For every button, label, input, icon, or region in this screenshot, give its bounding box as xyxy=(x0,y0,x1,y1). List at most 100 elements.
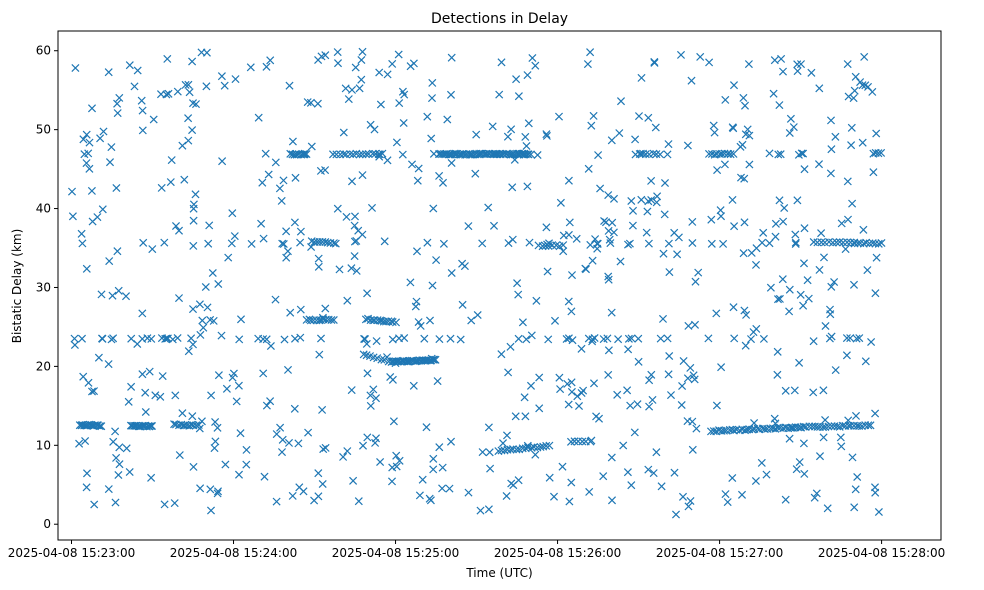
clutter-detection xyxy=(659,249,668,258)
clutter-detection xyxy=(82,469,92,478)
clutter-detection xyxy=(773,370,782,379)
clutter-detection xyxy=(362,339,371,348)
track-detection xyxy=(542,441,551,450)
y-tick-label: 20 xyxy=(36,359,51,373)
clutter-detection xyxy=(849,280,859,289)
clutter-detection xyxy=(740,101,750,110)
clutter-detection xyxy=(792,465,801,474)
track-detection xyxy=(299,150,308,159)
clutter-detection xyxy=(79,135,88,144)
clutter-detection xyxy=(115,93,124,102)
clutter-detection xyxy=(604,346,613,355)
clutter-detection xyxy=(307,142,316,151)
clutter-detection xyxy=(197,48,206,57)
clutter-detection xyxy=(266,56,275,65)
clutter-detection xyxy=(314,254,323,263)
line-detection xyxy=(842,334,851,343)
clutter-detection xyxy=(447,53,456,62)
clutter-detection xyxy=(121,292,131,301)
clutter-detection xyxy=(257,219,266,228)
clutter-detection xyxy=(860,52,869,61)
clutter-detection xyxy=(644,113,653,122)
clutter-detection xyxy=(608,218,617,227)
clutter-detection xyxy=(739,93,748,102)
clutter-detection xyxy=(89,387,99,396)
clutter-detection xyxy=(130,82,139,91)
line-detection xyxy=(846,334,855,343)
clutter-detection xyxy=(549,492,559,501)
clutter-detection xyxy=(171,221,181,231)
clutter-detection xyxy=(583,60,592,69)
clutter-detection xyxy=(350,252,359,261)
clutter-detection xyxy=(277,448,287,457)
clutter-detection xyxy=(198,316,207,325)
clutter-detection xyxy=(386,372,395,382)
clutter-detection xyxy=(236,315,246,324)
line-detection xyxy=(730,334,739,343)
clutter-detection xyxy=(180,175,189,184)
clutter-detection xyxy=(599,472,608,481)
clutter-detection xyxy=(523,71,532,80)
track-detection xyxy=(524,150,533,159)
clutter-detection xyxy=(286,308,295,317)
track-detection xyxy=(194,420,203,430)
clutter-detection xyxy=(314,469,323,478)
clutter-detection xyxy=(616,257,625,266)
line-detection xyxy=(852,334,861,343)
clutter-detection xyxy=(518,318,527,327)
clutter-detection xyxy=(181,80,190,89)
clutter-detection xyxy=(607,308,616,317)
clutter-detection xyxy=(107,143,116,152)
clutter-detection xyxy=(392,138,401,147)
clutter-detection xyxy=(626,401,635,410)
clutter-detection xyxy=(751,260,761,269)
clutter-detection xyxy=(184,80,193,89)
clutter-detection xyxy=(710,128,719,137)
clutter-detection xyxy=(478,448,487,457)
clutter-detection xyxy=(821,321,830,331)
clutter-detection xyxy=(271,158,280,167)
clutter-detection xyxy=(164,89,173,98)
clutter-detection xyxy=(607,136,616,145)
clutter-detection xyxy=(188,305,198,314)
clutter-detection xyxy=(296,305,305,314)
line-detection xyxy=(704,334,713,343)
clutter-detection xyxy=(488,122,497,131)
line-detection xyxy=(825,334,834,343)
clutter-detection xyxy=(283,247,292,256)
clutter-detection xyxy=(859,225,868,234)
line-detection xyxy=(279,239,288,249)
clutter-detection xyxy=(87,186,96,195)
clutter-detection xyxy=(664,140,673,149)
line-detection xyxy=(624,334,633,343)
clutter-detection xyxy=(696,52,705,61)
clutter-detection xyxy=(670,468,679,477)
clutter-detection xyxy=(775,196,784,205)
clutter-detection xyxy=(218,157,227,166)
clutter-detection xyxy=(380,237,389,246)
clutter-detection xyxy=(202,82,211,91)
clutter-detection xyxy=(104,360,113,369)
clutter-detection xyxy=(800,165,809,174)
clutter-detection xyxy=(800,224,809,233)
track-detection xyxy=(328,150,338,159)
line-detection xyxy=(435,335,444,344)
clutter-detection xyxy=(173,87,182,96)
clutter-detection xyxy=(827,282,836,291)
line-detection xyxy=(280,335,289,344)
clutter-detection xyxy=(775,101,784,110)
line-detection xyxy=(774,150,783,159)
clutter-detection xyxy=(217,331,226,340)
track-detection xyxy=(877,148,886,157)
clutter-detection xyxy=(124,397,133,406)
clutter-detection xyxy=(683,141,692,150)
clutter-detection xyxy=(664,370,673,379)
clutter-detection xyxy=(387,477,397,486)
clutter-detection xyxy=(166,178,175,187)
track-detection xyxy=(824,422,833,431)
clutter-detection xyxy=(684,502,693,511)
clutter-detection xyxy=(781,495,790,504)
clutter-detection xyxy=(414,318,423,327)
clutter-detection xyxy=(262,62,271,71)
track-detection xyxy=(570,437,579,446)
